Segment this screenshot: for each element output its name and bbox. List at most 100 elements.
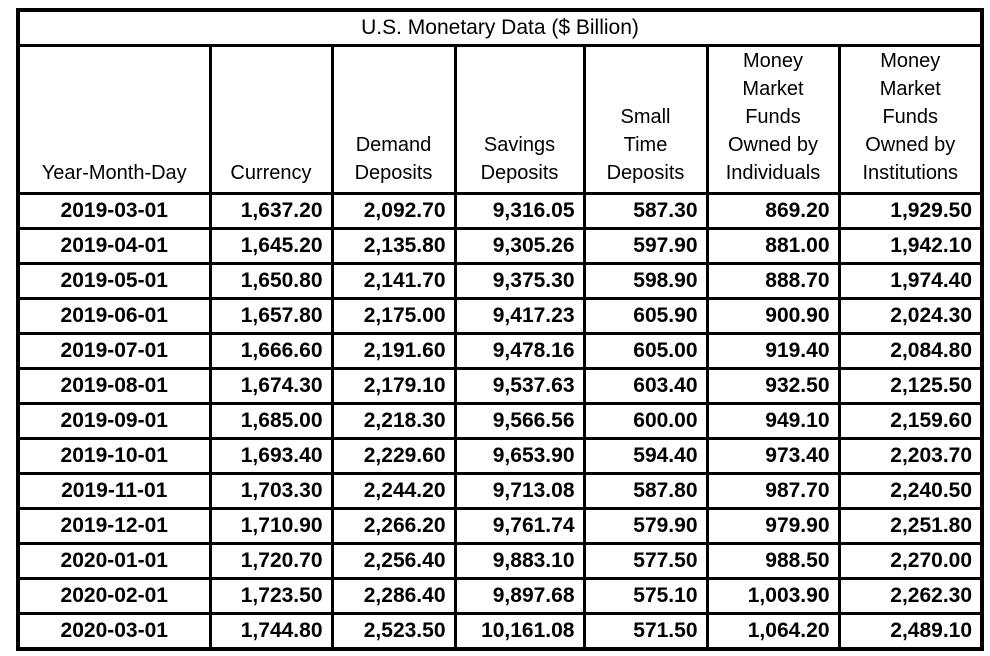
column-header-label: Small Time Deposits bbox=[606, 106, 685, 184]
value-cell: 579.90 bbox=[582, 507, 709, 545]
value-cell: 2,024.30 bbox=[837, 297, 984, 335]
value-cell: 888.70 bbox=[705, 262, 841, 300]
column-header-small-time-deposits: Small Time Deposits bbox=[582, 44, 709, 195]
value-cell: 1,650.80 bbox=[208, 262, 334, 300]
value-cell: 1,645.20 bbox=[208, 227, 334, 265]
value-cell: 9,761.74 bbox=[453, 507, 586, 545]
value-cell: 9,375.30 bbox=[453, 262, 586, 300]
date-cell: 2019-09-01 bbox=[16, 402, 212, 440]
value-cell: 2,256.40 bbox=[330, 542, 457, 580]
table-row: 2020-01-01 1,720.70 2,256.40 9,883.10 577.50… bbox=[16, 542, 984, 580]
value-cell: 603.40 bbox=[582, 367, 709, 405]
value-cell: 979.90 bbox=[705, 507, 841, 545]
value-cell: 2,125.50 bbox=[837, 367, 984, 405]
column-header-mmf-individuals: Money Market Funds Owned by Individuals bbox=[705, 44, 841, 195]
column-header-label: Currency bbox=[230, 162, 312, 184]
value-cell: 1,674.30 bbox=[208, 367, 334, 405]
value-cell: 10,161.08 bbox=[453, 612, 586, 651]
table-row: 2019-10-01 1,693.40 2,229.60 9,653.90 594.40… bbox=[16, 437, 984, 475]
date-cell: 2019-12-01 bbox=[16, 507, 212, 545]
table-row: 2020-02-01 1,723.50 2,286.40 9,897.68 575.10… bbox=[16, 577, 984, 615]
value-cell: 900.90 bbox=[705, 297, 841, 335]
table-row: 2019-09-01 1,685.00 2,218.30 9,566.56 600.00… bbox=[16, 402, 984, 440]
column-header-label: Money Market Funds Owned by Institutions bbox=[862, 50, 959, 184]
table-body: 2019-03-01 1,637.20 2,092.70 9,316.05 587.30… bbox=[16, 192, 984, 651]
table-row: 2019-04-01 1,645.20 2,135.80 9,305.26 597.90… bbox=[16, 227, 984, 265]
column-header-demand-deposits: Demand Deposits bbox=[330, 44, 457, 195]
value-cell: 1,720.70 bbox=[208, 542, 334, 580]
column-header-label: Money Market Funds Owned by Individuals bbox=[725, 50, 821, 184]
value-cell: 1,929.50 bbox=[837, 192, 984, 230]
value-cell: 1,703.30 bbox=[208, 472, 334, 510]
value-cell: 2,159.60 bbox=[837, 402, 984, 440]
table-row: 2019-12-01 1,710.90 2,266.20 9,761.74 579.90… bbox=[16, 507, 984, 545]
value-cell: 1,666.60 bbox=[208, 332, 334, 370]
value-cell: 1,693.40 bbox=[208, 437, 334, 475]
value-cell: 9,478.16 bbox=[453, 332, 586, 370]
column-header-mmf-institutions: Money Market Funds Owned by Institutions bbox=[837, 44, 984, 195]
column-header-year-month-day: Year-Month-Day bbox=[16, 44, 212, 195]
value-cell: 594.40 bbox=[582, 437, 709, 475]
value-cell: 1,685.00 bbox=[208, 402, 334, 440]
date-cell: 2019-03-01 bbox=[16, 192, 212, 230]
column-header-label: Year-Month-Day bbox=[41, 162, 187, 184]
value-cell: 2,084.80 bbox=[837, 332, 984, 370]
value-cell: 605.00 bbox=[582, 332, 709, 370]
table-row: 2019-07-01 1,666.60 2,191.60 9,478.16 605.00… bbox=[16, 332, 984, 370]
value-cell: 597.90 bbox=[582, 227, 709, 265]
value-cell: 2,262.30 bbox=[837, 577, 984, 615]
table-row: 2019-11-01 1,703.30 2,244.20 9,713.08 587.80… bbox=[16, 472, 984, 510]
value-cell: 9,653.90 bbox=[453, 437, 586, 475]
monetary-data-table: U.S. Monetary Data ($ Billion) Year-Mont… bbox=[16, 8, 985, 651]
title-row: U.S. Monetary Data ($ Billion) bbox=[16, 8, 984, 47]
value-cell: 1,003.90 bbox=[705, 577, 841, 615]
date-cell: 2020-01-01 bbox=[16, 542, 212, 580]
header-row: Year-Month-Day Currency Demand Deposits … bbox=[16, 44, 984, 195]
value-cell: 598.90 bbox=[582, 262, 709, 300]
value-cell: 1,974.40 bbox=[837, 262, 984, 300]
value-cell: 571.50 bbox=[582, 612, 709, 651]
value-cell: 2,175.00 bbox=[330, 297, 457, 335]
date-cell: 2019-06-01 bbox=[16, 297, 212, 335]
value-cell: 2,229.60 bbox=[330, 437, 457, 475]
value-cell: 2,244.20 bbox=[330, 472, 457, 510]
value-cell: 577.50 bbox=[582, 542, 709, 580]
value-cell: 9,566.56 bbox=[453, 402, 586, 440]
value-cell: 2,266.20 bbox=[330, 507, 457, 545]
column-header-savings-deposits: Savings Deposits bbox=[453, 44, 586, 195]
date-cell: 2020-03-01 bbox=[16, 612, 212, 651]
value-cell: 605.90 bbox=[582, 297, 709, 335]
value-cell: 1,710.90 bbox=[208, 507, 334, 545]
value-cell: 1,064.20 bbox=[705, 612, 841, 651]
date-cell: 2019-10-01 bbox=[16, 437, 212, 475]
table-row: 2019-06-01 1,657.80 2,175.00 9,417.23 605.90… bbox=[16, 297, 984, 335]
value-cell: 987.70 bbox=[705, 472, 841, 510]
value-cell: 587.30 bbox=[582, 192, 709, 230]
value-cell: 973.40 bbox=[705, 437, 841, 475]
value-cell: 2,286.40 bbox=[330, 577, 457, 615]
date-cell: 2019-07-01 bbox=[16, 332, 212, 370]
value-cell: 1,744.80 bbox=[208, 612, 334, 651]
value-cell: 2,092.70 bbox=[330, 192, 457, 230]
column-header-label: Savings Deposits bbox=[480, 134, 559, 184]
value-cell: 2,240.50 bbox=[837, 472, 984, 510]
table-row: 2019-03-01 1,637.20 2,092.70 9,316.05 587.30… bbox=[16, 192, 984, 230]
table-row: 2019-08-01 1,674.30 2,179.10 9,537.63 603.40… bbox=[16, 367, 984, 405]
value-cell: 1,657.80 bbox=[208, 297, 334, 335]
value-cell: 988.50 bbox=[705, 542, 841, 580]
value-cell: 919.40 bbox=[705, 332, 841, 370]
value-cell: 2,523.50 bbox=[330, 612, 457, 651]
value-cell: 2,251.80 bbox=[837, 507, 984, 545]
date-cell: 2019-11-01 bbox=[16, 472, 212, 510]
value-cell: 9,883.10 bbox=[453, 542, 586, 580]
value-cell: 9,305.26 bbox=[453, 227, 586, 265]
value-cell: 9,537.63 bbox=[453, 367, 586, 405]
table-row: 2020-03-01 1,744.80 2,523.50 10,161.08 571.5… bbox=[16, 612, 984, 651]
date-cell: 2019-04-01 bbox=[16, 227, 212, 265]
value-cell: 9,897.68 bbox=[453, 577, 586, 615]
table-row: 2019-05-01 1,650.80 2,141.70 9,375.30 598.90… bbox=[16, 262, 984, 300]
value-cell: 949.10 bbox=[705, 402, 841, 440]
value-cell: 1,942.10 bbox=[837, 227, 984, 265]
value-cell: 587.80 bbox=[582, 472, 709, 510]
